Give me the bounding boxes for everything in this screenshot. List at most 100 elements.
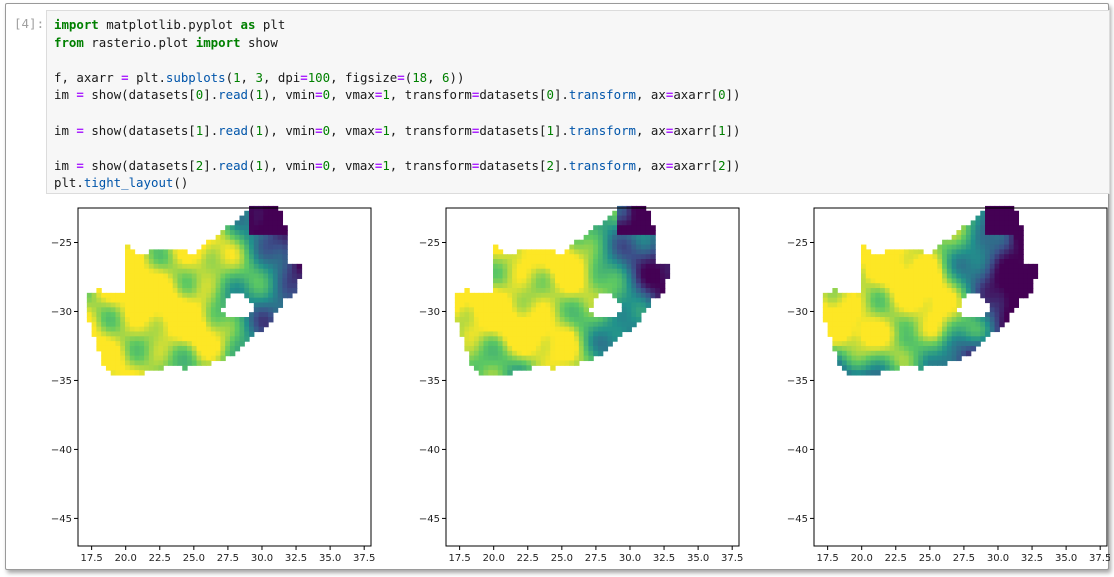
raster-cell [980, 326, 986, 333]
raster-cell [540, 326, 547, 333]
raster-cell [564, 321, 570, 328]
raster-cell [564, 302, 570, 308]
raster-cell [861, 336, 867, 342]
raster-cell [139, 254, 145, 260]
code-text[interactable]: import matplotlib.pyplot as plt from rast… [54, 16, 740, 192]
code-cell-editor[interactable]: import matplotlib.pyplot as plt from rast… [46, 10, 1110, 194]
raster-cell [1013, 259, 1020, 265]
raster-cell [220, 263, 226, 270]
raster-cell [249, 254, 255, 260]
raster-cell [464, 345, 470, 352]
code-token: ), vmin [262, 87, 316, 103]
raster-cell [832, 302, 838, 308]
raster-cell [1013, 234, 1020, 241]
raster-cell [626, 215, 632, 222]
raster-cell [144, 292, 150, 299]
code-line[interactable]: import matplotlib.pyplot as plt [54, 16, 740, 34]
raster-cell [989, 321, 996, 328]
raster-cell [139, 365, 145, 371]
raster-cell [229, 259, 236, 265]
raster-cell [268, 307, 274, 313]
raster-cell [483, 370, 489, 376]
raster-cell [545, 302, 551, 308]
raster-cell [903, 312, 910, 318]
raster-cell [153, 321, 159, 328]
raster-cell [946, 307, 953, 313]
raster-cell [975, 220, 981, 226]
raster-cell [1008, 278, 1015, 284]
code-line[interactable]: im = show(datasets[1].read(1), vmin=0, v… [54, 122, 740, 140]
raster-cell [946, 316, 953, 323]
raster-cell [86, 302, 93, 308]
code-line[interactable]: im = show(datasets[0].read(1), vmin=0, v… [54, 86, 740, 104]
raster-cell [837, 350, 843, 357]
raster-cell [937, 268, 943, 275]
raster-cell [569, 254, 575, 260]
raster-cell [167, 297, 174, 304]
raster-cell [994, 230, 1000, 236]
raster-cell [559, 263, 566, 270]
raster-cell [540, 307, 547, 313]
raster-cell [120, 336, 126, 342]
raster-cell [927, 326, 934, 333]
raster-cell [229, 234, 236, 241]
raster-cell [526, 336, 532, 342]
raster-cell [555, 292, 561, 299]
raster-cell [913, 259, 919, 265]
raster-cell [263, 278, 269, 284]
raster-cell [588, 326, 594, 333]
raster-cell [645, 249, 652, 255]
code-line[interactable]: plt.tight_layout() [54, 174, 740, 192]
raster-cell [272, 254, 279, 260]
raster-cell [287, 288, 293, 294]
raster-cell [607, 239, 613, 246]
raster-cell [144, 302, 150, 308]
raster-cell [540, 345, 547, 352]
raster-cell [994, 321, 1000, 328]
raster-cell [493, 336, 499, 342]
raster-cell [1008, 239, 1015, 246]
raster-cell [215, 263, 222, 270]
raster-cell [617, 297, 623, 304]
code-line[interactable]: f, axarr = plt.subplots(1, 3, dpi=100, f… [54, 69, 740, 87]
code-line[interactable]: im = show(datasets[2].read(1), vmin=0, v… [54, 157, 740, 175]
raster-cell [125, 370, 131, 376]
raster-cell [1004, 268, 1010, 275]
raster-cell [875, 326, 881, 333]
y-tick-label: −40 [51, 445, 72, 456]
raster-cell [908, 341, 915, 347]
raster-cell [578, 244, 585, 250]
code-line[interactable] [54, 104, 740, 122]
raster-cell [612, 259, 618, 265]
raster-cell [989, 326, 996, 333]
raster-cell [640, 283, 647, 289]
raster-cell [889, 292, 895, 299]
raster-cell [856, 321, 862, 328]
code-line[interactable] [54, 51, 740, 69]
raster-cell [559, 283, 566, 289]
raster-cell [583, 350, 590, 357]
raster-cell [631, 292, 637, 299]
raster-cell [167, 316, 174, 323]
code-line[interactable]: from rasterio.plot import show [54, 34, 740, 52]
raster-cell [110, 297, 117, 304]
raster-cell [951, 254, 958, 260]
raster-cell [268, 297, 274, 304]
raster-cell [101, 350, 107, 357]
code-line[interactable] [54, 139, 740, 157]
raster-cell [569, 292, 575, 299]
raster-cell [980, 244, 986, 250]
raster-cell [645, 268, 652, 275]
raster-cell [865, 292, 872, 299]
raster-cell [244, 331, 250, 337]
raster-cell [645, 215, 652, 222]
raster-cell [225, 225, 231, 231]
raster-cell [239, 225, 245, 231]
raster-cell [980, 283, 986, 289]
raster-cell [282, 225, 288, 231]
raster-cell [951, 297, 958, 304]
raster-cell [640, 263, 647, 270]
raster-cell [555, 273, 561, 279]
raster-cell [875, 345, 881, 352]
raster-cell [631, 278, 637, 284]
